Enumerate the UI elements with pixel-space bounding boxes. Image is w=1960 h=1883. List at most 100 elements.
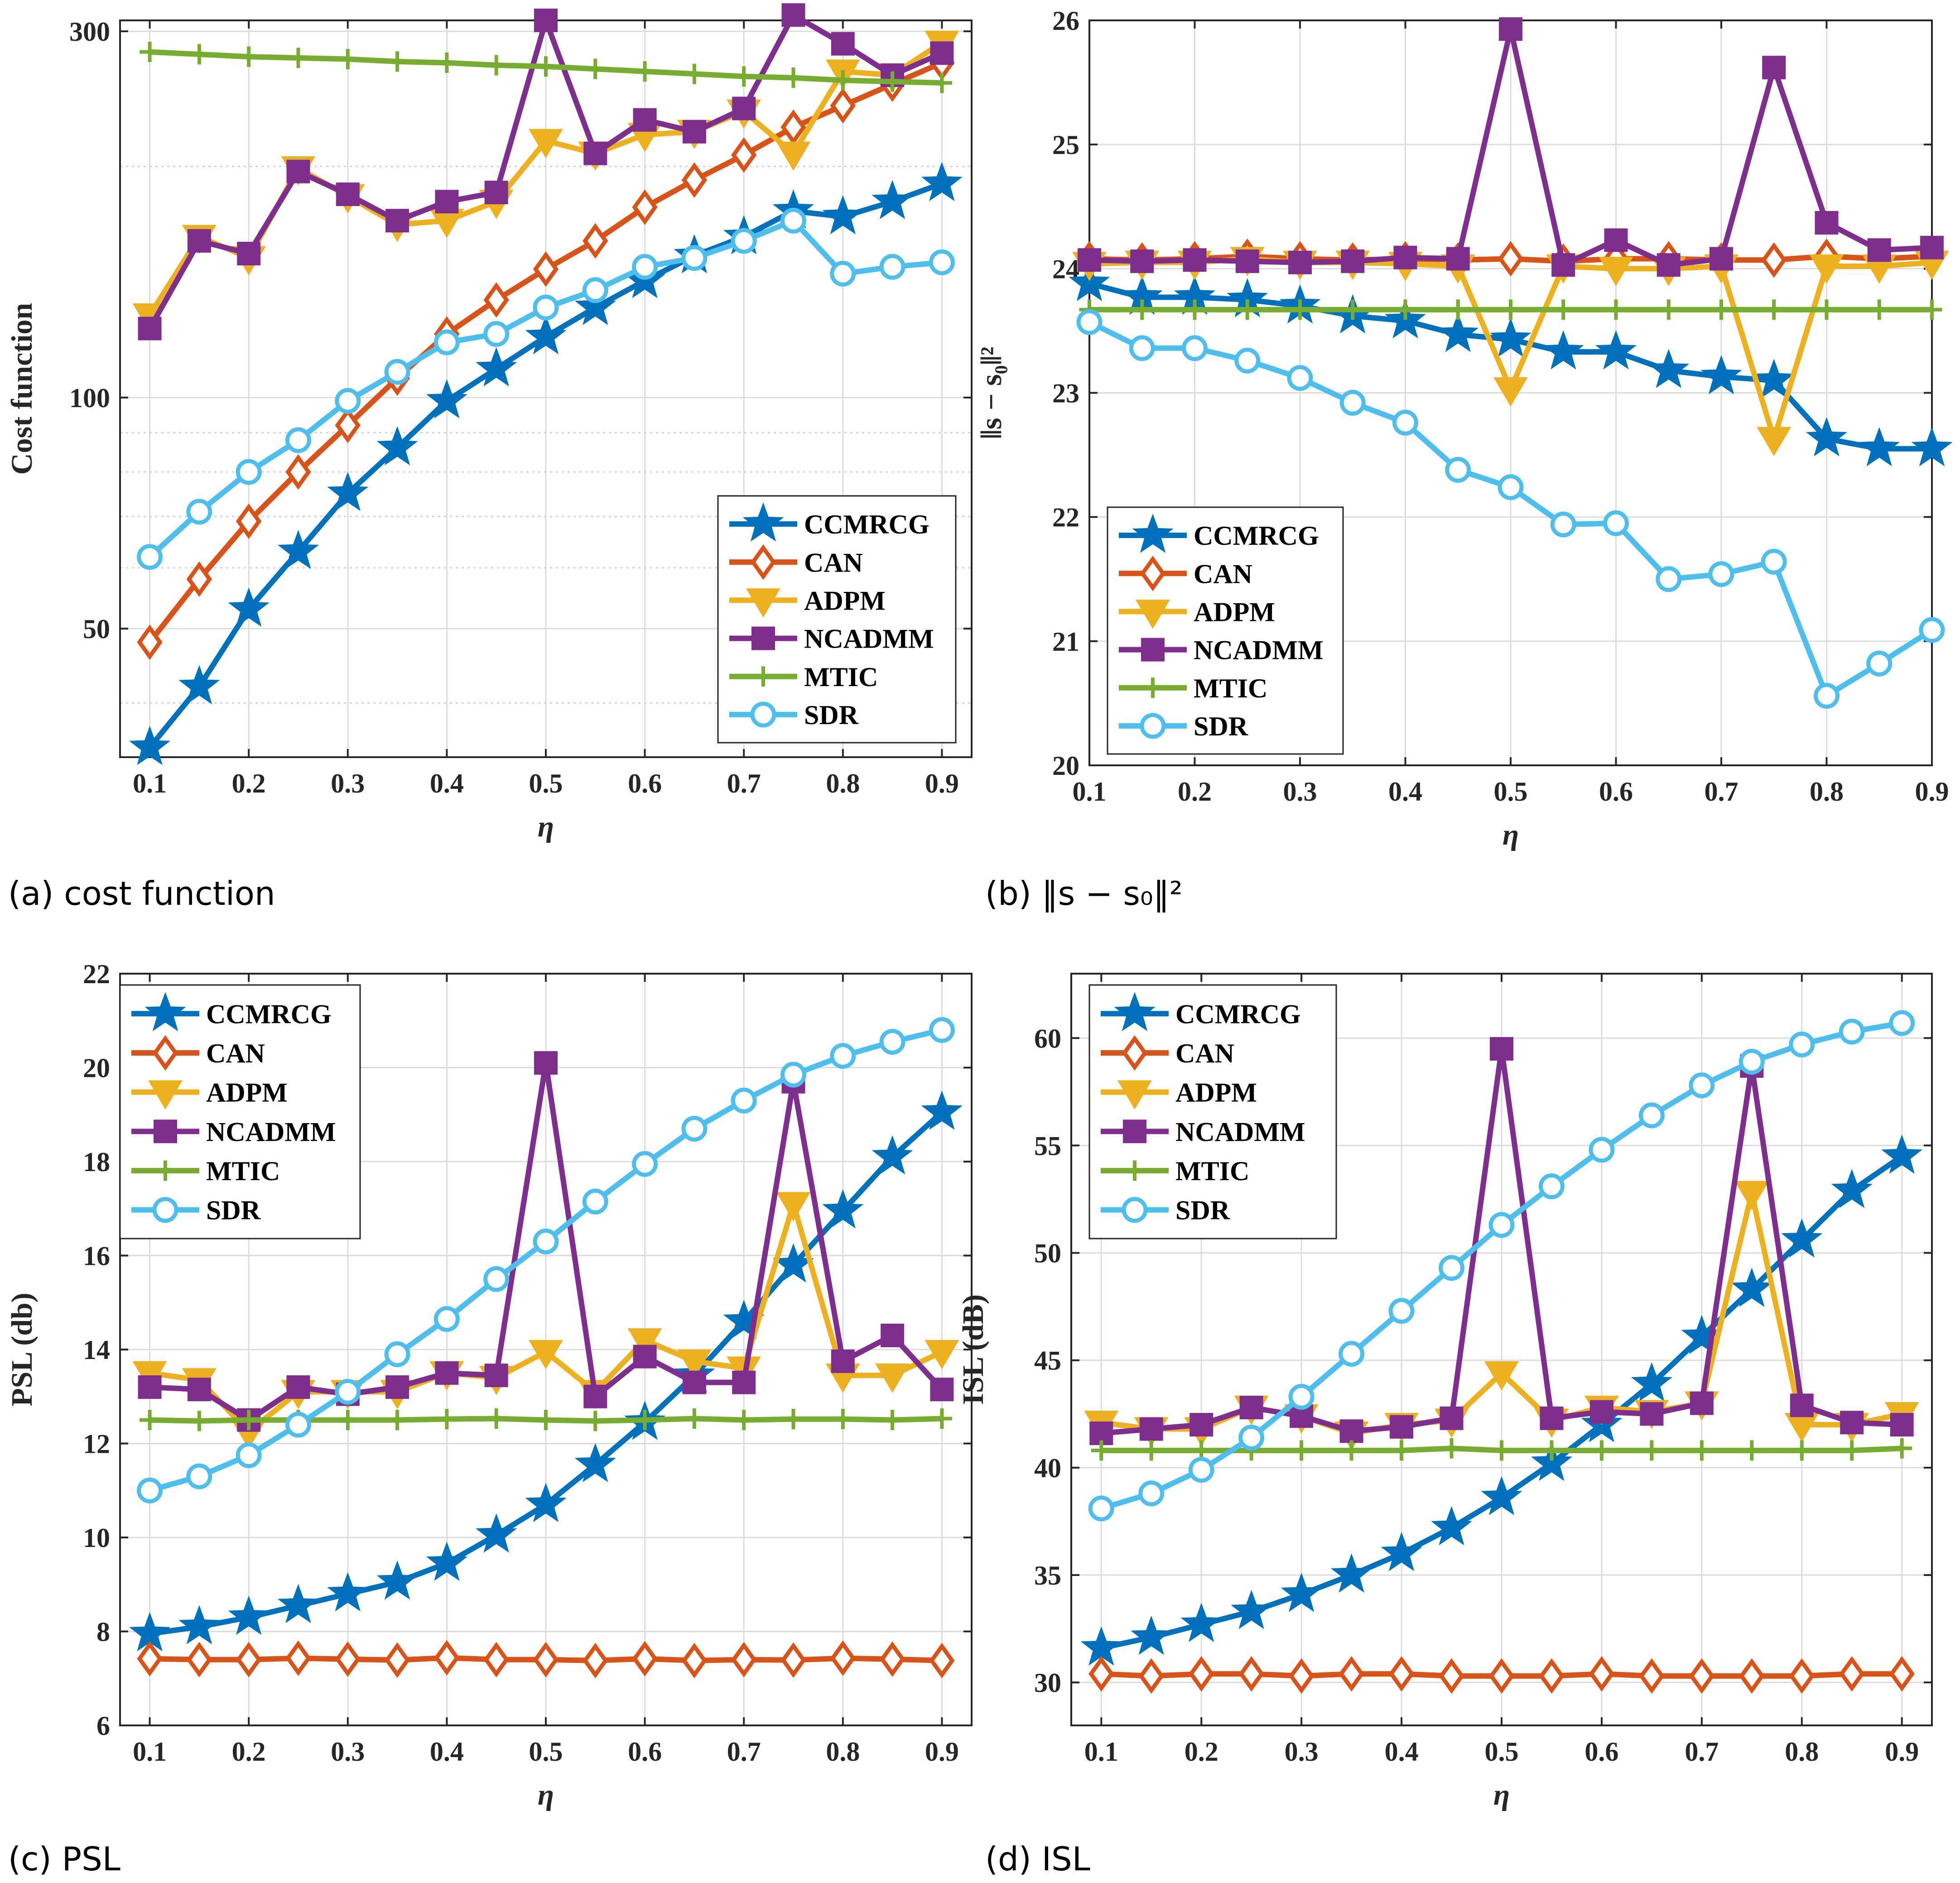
data-point-ncadmm xyxy=(1867,238,1891,262)
legend: CCMRCG CAN ADPM NCADMM MTIC SDR xyxy=(717,495,957,744)
data-point-ncadmm xyxy=(1540,1406,1564,1430)
data-point-ccmrcg xyxy=(1806,417,1848,456)
data-point-sdr xyxy=(1603,510,1629,536)
data-point-ncadmm xyxy=(534,9,558,32)
panel-a-cost-function: 0.1 0.2 0.3 0.4 0.5 0.6 0.7 0.8 0.9 50 100 300 η Cost… xyxy=(5,3,973,913)
legend-label-can: CAN xyxy=(1175,1038,1234,1068)
data-point-ccmrcg xyxy=(1437,312,1479,352)
data-point-mtic xyxy=(1185,299,1205,320)
data-point-ncadmm xyxy=(1130,249,1154,273)
data-point-ccmrcg xyxy=(277,530,319,569)
series-group xyxy=(1069,17,1953,709)
data-point-sdr xyxy=(830,1043,856,1069)
data-point-sdr xyxy=(433,1306,460,1332)
data-point-ncadmm xyxy=(435,1361,459,1385)
data-point-ccmrcg xyxy=(1069,262,1110,301)
data-point-mtic xyxy=(882,71,903,92)
y-tick-label: 25 xyxy=(1052,130,1079,160)
data-point-ncadmm xyxy=(1589,1400,1613,1424)
data-point-sdr xyxy=(285,1412,311,1438)
data-point-sdr xyxy=(236,459,262,485)
panel-c-psl: 0.1 0.2 0.3 0.4 0.5 0.6 0.7 0.8 0.9 6 8 10 12 14 16 18 2… xyxy=(5,959,973,1878)
data-point-mtic xyxy=(931,72,952,93)
data-point-ncadmm xyxy=(1815,211,1839,235)
y-tick-label: 40 xyxy=(1034,1453,1061,1483)
data-point-ncadmm xyxy=(385,1375,409,1399)
legend-label-ccmrcg: CCMRCG xyxy=(1175,999,1301,1029)
legend-marker-sdr xyxy=(750,701,776,728)
data-point-mtic xyxy=(189,44,210,65)
legend-label-adpm: ADPM xyxy=(804,586,886,615)
legend-marker-can xyxy=(1122,1035,1148,1071)
data-point-sdr xyxy=(1638,1102,1665,1129)
legend-marker-ccmrcg xyxy=(1132,514,1174,553)
data-point-ncadmm xyxy=(1490,1037,1513,1061)
data-point-ccmrcg xyxy=(1753,359,1795,398)
data-point-sdr xyxy=(1238,1424,1265,1451)
data-point-sdr xyxy=(1088,1495,1114,1522)
legend-marker-can xyxy=(152,1035,178,1071)
data-point-can xyxy=(137,624,163,660)
data-point-sdr xyxy=(335,388,361,414)
data-point-ncadmm xyxy=(1183,248,1207,272)
data-point-ncadmm xyxy=(435,190,459,214)
data-point-mtic xyxy=(1391,1440,1412,1461)
x-tick-label: 0.8 xyxy=(1785,1737,1819,1767)
data-point-sdr xyxy=(533,294,559,321)
data-point-ccmrcg xyxy=(1831,1169,1873,1208)
data-point-can xyxy=(335,1641,361,1677)
data-point-ccmrcg xyxy=(277,1584,319,1624)
data-point-can xyxy=(1739,1658,1765,1694)
data-point-can xyxy=(830,88,856,124)
data-point-mtic xyxy=(1291,1440,1312,1461)
data-point-ncadmm xyxy=(1393,245,1417,269)
data-point-ncadmm xyxy=(1189,1413,1214,1436)
x-tick-label: 0.8 xyxy=(1810,777,1844,807)
x-tick-label: 0.6 xyxy=(1584,1737,1618,1767)
x-tick-label: 0.7 xyxy=(1685,1737,1719,1767)
legend-label-mtic: MTIC xyxy=(1175,1156,1249,1186)
data-point-sdr xyxy=(1919,617,1945,643)
x-tick-label: 0.4 xyxy=(1388,777,1422,807)
data-point-adpm xyxy=(677,1349,712,1379)
data-point-sdr xyxy=(731,1087,757,1114)
data-point-ncadmm xyxy=(484,181,508,205)
data-point-mtic xyxy=(436,53,457,73)
data-point-mtic xyxy=(1091,1440,1112,1461)
data-point-ccmrcg xyxy=(872,180,913,219)
legend-marker-ncadmm xyxy=(154,1119,177,1143)
y-tick-label: 22 xyxy=(1052,503,1079,533)
data-point-ccmrcg xyxy=(1859,427,1900,466)
y-tick-label: 14 xyxy=(83,1335,110,1365)
y-tick-label: 22 xyxy=(83,959,110,989)
data-point-ccmrcg xyxy=(426,379,467,418)
data-point-sdr xyxy=(533,1228,559,1254)
data-point-mtic xyxy=(288,48,308,68)
data-point-ncadmm xyxy=(831,1349,855,1373)
data-point-adpm xyxy=(1599,257,1633,286)
y-tick-label: 20 xyxy=(1052,751,1079,781)
data-point-ncadmm xyxy=(534,1051,558,1075)
data-point-sdr xyxy=(1789,1032,1815,1058)
data-point-can xyxy=(483,282,509,318)
x-axis-label: η xyxy=(1503,818,1519,851)
legend-label-ccmrcg: CCMRCG xyxy=(804,509,929,539)
data-point-ncadmm xyxy=(1840,1411,1864,1435)
y-tick-label: 12 xyxy=(83,1429,110,1459)
panel-b-distance: 0.1 0.2 0.3 0.4 0.5 0.6 0.7 0.8 0.92021222324252… xyxy=(975,6,1953,913)
data-point-mtic xyxy=(535,1410,556,1431)
data-point-sdr xyxy=(879,1028,905,1055)
legend-label-sdr: SDR xyxy=(1194,711,1248,741)
data-point-ccmrcg xyxy=(1781,1218,1823,1258)
data-point-can xyxy=(830,1640,856,1676)
y-tick-label: 8 xyxy=(96,1617,110,1647)
data-point-ncadmm xyxy=(930,1378,954,1402)
data-point-sdr xyxy=(483,321,510,347)
data-point-can xyxy=(879,1641,905,1677)
data-point-mtic xyxy=(387,1410,408,1431)
data-point-can xyxy=(1439,1658,1464,1694)
legend-label-sdr: SDR xyxy=(1175,1196,1230,1225)
data-point-ncadmm xyxy=(831,32,855,56)
data-point-adpm xyxy=(1734,1181,1769,1210)
data-point-ncadmm xyxy=(1446,247,1470,271)
